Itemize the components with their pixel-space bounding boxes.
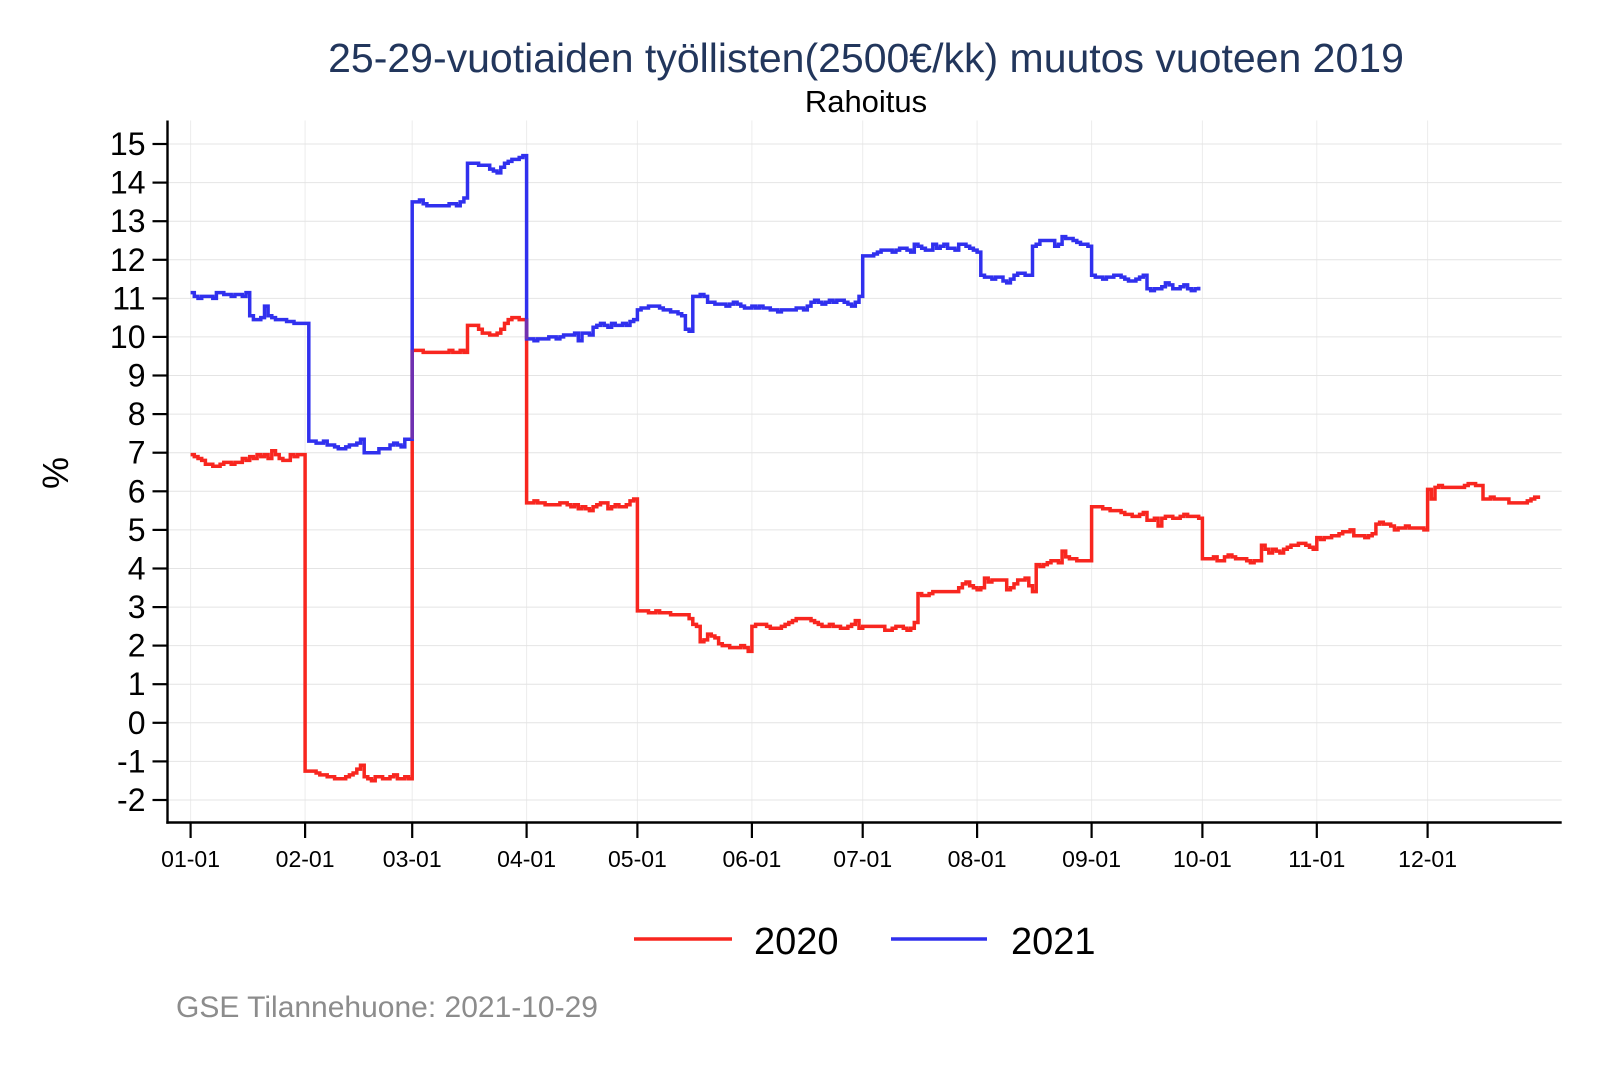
svg-text:25-29-vuotiaiden työllisten(25: 25-29-vuotiaiden työllisten(2500€/kk) mu… bbox=[328, 35, 1404, 81]
svg-text:12: 12 bbox=[110, 242, 146, 278]
svg-text:-2: -2 bbox=[117, 782, 145, 818]
svg-text:10-01: 10-01 bbox=[1173, 846, 1232, 872]
svg-text:Rahoitus: Rahoitus bbox=[805, 84, 927, 119]
svg-text:02-01: 02-01 bbox=[276, 846, 335, 872]
svg-text:4: 4 bbox=[128, 551, 146, 587]
svg-text:2: 2 bbox=[128, 628, 146, 664]
svg-text:2021: 2021 bbox=[1011, 921, 1096, 963]
svg-text:9: 9 bbox=[128, 358, 146, 394]
svg-text:0: 0 bbox=[128, 705, 146, 741]
svg-text:13: 13 bbox=[110, 203, 146, 239]
svg-text:07-01: 07-01 bbox=[833, 846, 892, 872]
svg-text:14: 14 bbox=[110, 165, 146, 201]
svg-text:GSE Tilannehuone: 2021-10-29: GSE Tilannehuone: 2021-10-29 bbox=[176, 991, 598, 1024]
svg-text:%: % bbox=[35, 457, 76, 489]
svg-text:15: 15 bbox=[110, 126, 146, 162]
svg-text:01-01: 01-01 bbox=[161, 846, 220, 872]
svg-text:06-01: 06-01 bbox=[722, 846, 781, 872]
svg-text:03-01: 03-01 bbox=[383, 846, 442, 872]
svg-text:08-01: 08-01 bbox=[948, 846, 1007, 872]
svg-text:05-01: 05-01 bbox=[608, 846, 667, 872]
svg-text:11-01: 11-01 bbox=[1288, 846, 1345, 872]
svg-text:7: 7 bbox=[128, 435, 146, 471]
svg-text:8: 8 bbox=[128, 396, 146, 432]
svg-text:09-01: 09-01 bbox=[1062, 846, 1121, 872]
svg-text:6: 6 bbox=[128, 473, 146, 509]
svg-text:11: 11 bbox=[112, 280, 145, 316]
svg-text:12-01: 12-01 bbox=[1398, 846, 1457, 872]
svg-text:04-01: 04-01 bbox=[497, 846, 556, 872]
svg-text:10: 10 bbox=[110, 319, 146, 355]
svg-text:3: 3 bbox=[128, 589, 146, 625]
svg-text:-1: -1 bbox=[117, 743, 145, 779]
svg-text:5: 5 bbox=[128, 512, 146, 548]
svg-text:1: 1 bbox=[128, 666, 146, 702]
svg-text:2020: 2020 bbox=[754, 921, 839, 963]
